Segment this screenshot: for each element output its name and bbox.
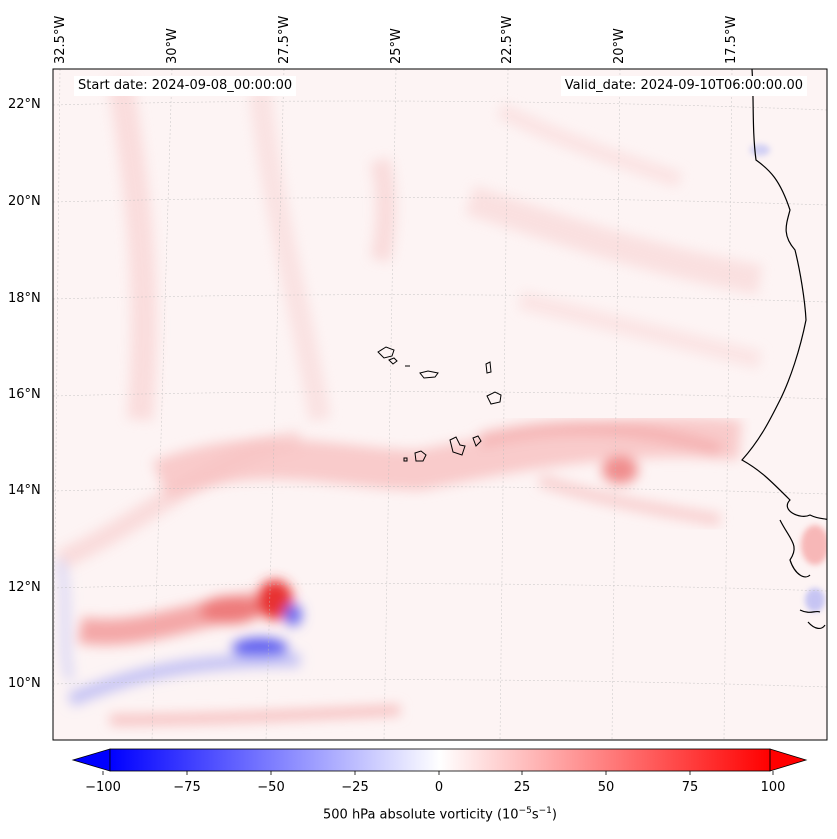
lat-label: 12°N [8, 580, 41, 595]
lon-label: 27.5°W [277, 15, 292, 64]
start-date-label: Start date: 2024-09-08_00:00:00 [74, 76, 297, 96]
lon-label: 25°W [389, 28, 404, 64]
colorbar-gradient [110, 749, 770, 771]
colorbar-min-extend [71, 748, 111, 772]
lon-label: 17.5°W [724, 15, 739, 64]
colorbar-label-end: ) [551, 807, 557, 823]
lat-label: 16°N [8, 387, 41, 402]
lat-label: 14°N [8, 483, 41, 498]
colorbar-max-extend [769, 748, 808, 772]
colorbar-label-exp1: −5 [518, 806, 532, 816]
colorbar-tick: −100 [85, 780, 121, 795]
cape-verde-islands [377, 346, 502, 462]
lat-label: 20°N [8, 194, 41, 209]
colorbar-tick: 0 [434, 780, 444, 795]
lon-label: 20°W [612, 28, 627, 64]
colorbar-label-exp2: −1 [538, 806, 552, 816]
lat-label: 10°N [8, 676, 41, 691]
coastline [741, 69, 827, 629]
colorbar-label-text: 500 hPa absolute vorticity (10 [323, 807, 519, 823]
colorbar-tick: 25 [513, 780, 531, 795]
colorbar-tick: 75 [681, 780, 699, 795]
lon-label: 32.5°W [53, 15, 68, 64]
lat-label: 22°N [8, 97, 41, 112]
colorbar-tick: −75 [173, 780, 201, 795]
colorbar-label: 500 hPa absolute vorticity (10−5s−1) [0, 806, 837, 822]
colorbar-tick: −25 [341, 780, 369, 795]
valid-date-label: Valid_date: 2024-09-10T06:00:00.00 [560, 76, 807, 96]
colorbar [71, 748, 808, 775]
lon-label: 30°W [165, 28, 180, 64]
lon-label: 22.5°W [500, 15, 515, 64]
vorticity-field [55, 77, 827, 725]
colorbar-tick: −50 [257, 780, 285, 795]
colorbar-tick: 100 [760, 780, 786, 795]
map-border [52, 68, 828, 741]
lat-label: 18°N [8, 291, 41, 306]
colorbar-tick: 50 [597, 780, 615, 795]
colorbar-label-mid: s [531, 807, 539, 823]
